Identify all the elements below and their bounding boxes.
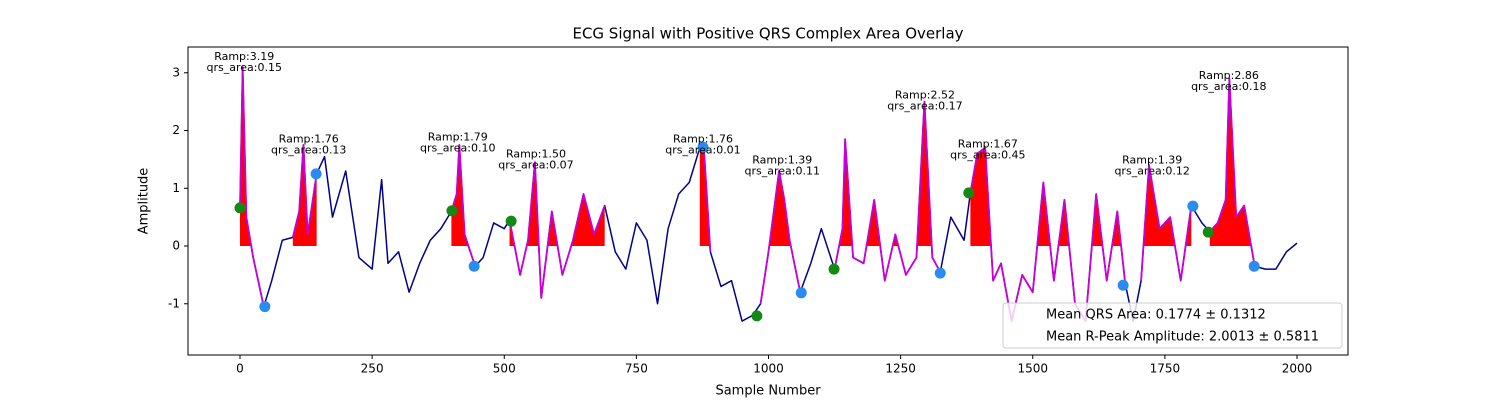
onset-dot (751, 310, 763, 322)
offset-dot (1248, 260, 1260, 272)
legend-entry: Mean R-Peak Amplitude: 2.0013 ± 0.5811 (1046, 330, 1319, 345)
qrs-line (239, 66, 265, 307)
annotation: Ramp:2.52 (895, 88, 955, 101)
onset-dot (963, 187, 975, 199)
qrs-line (291, 144, 318, 238)
x-tick-label: 750 (625, 362, 648, 376)
offset-dot (259, 301, 271, 313)
qrs-line (759, 170, 802, 304)
x-tick-label: 250 (361, 362, 384, 376)
x-tick-label: 1750 (1150, 362, 1181, 376)
x-tick-label: 1500 (1017, 362, 1048, 376)
annotation: qrs_area:0.10 (420, 142, 495, 155)
qrs-area (760, 170, 801, 247)
x-tick-label: 1250 (885, 362, 916, 376)
annotation: qrs_area:0.45 (950, 149, 1025, 162)
offset-dot (468, 260, 480, 272)
annotation: Ramp:1.76 (279, 132, 339, 145)
annotation: qrs_area:0.18 (1191, 80, 1266, 93)
offset-dot (1187, 200, 1199, 212)
qrs-line (833, 100, 942, 282)
chart-title: ECG Signal with Positive QRS Complex Are… (572, 25, 963, 43)
qrs-area (1209, 78, 1255, 247)
qrs-line (969, 146, 1127, 322)
x-tick-label: 2000 (1282, 362, 1313, 376)
y-tick-label: 1 (172, 181, 180, 195)
annotation: Ramp:1.76 (673, 132, 733, 145)
onset-dot (446, 205, 458, 217)
offset-dot (1117, 279, 1129, 291)
offset-dot (310, 168, 322, 180)
x-tick-label: 0 (236, 362, 244, 376)
annotation: qrs_area:0.07 (498, 158, 573, 171)
qrs-line (1209, 77, 1256, 267)
annotation: Ramp:3.19 (214, 50, 274, 63)
annotation: Ramp:1.39 (1122, 154, 1182, 167)
y-tick-label: -1 (168, 296, 180, 310)
qrs-line (1140, 164, 1193, 282)
plot-frame (187, 46, 1349, 356)
onset-dot (1202, 226, 1214, 238)
y-tick-label: 2 (172, 123, 180, 137)
x-tick-label: 1000 (753, 362, 784, 376)
qrs-area (1141, 165, 1192, 247)
annotation: Ramp:1.79 (428, 131, 488, 144)
annotation: Ramp:1.67 (958, 138, 1018, 151)
offset-dot (795, 287, 807, 299)
annotation: qrs_area:0.01 (665, 143, 740, 156)
onset-dot (505, 215, 517, 227)
legend-box (1002, 302, 1343, 349)
x-axis-label: Sample Number (715, 384, 821, 399)
annotation: qrs_area:0.13 (271, 143, 346, 156)
x-tick-label: 500 (493, 362, 516, 376)
qrs-area (292, 144, 317, 247)
onset-dot (828, 263, 840, 275)
y-tick-label: 0 (172, 239, 180, 253)
qrs-line (508, 161, 606, 299)
plot-area (234, 66, 1298, 322)
annotation: qrs_area:0.12 (1114, 165, 1189, 178)
annotation: qrs_area:0.11 (745, 165, 820, 178)
qrs-line (450, 144, 477, 267)
onset-dot (234, 202, 246, 214)
offset-dot (934, 267, 946, 279)
qrs-area (834, 101, 941, 247)
annotation: Ramp:1.39 (752, 154, 812, 167)
legend-entry: Mean QRS Area: 0.1774 ± 0.1312 (1046, 308, 1266, 323)
annotation: Ramp:2.86 (1199, 69, 1259, 82)
annotation: qrs_area:0.15 (206, 61, 281, 74)
qrs-area (451, 144, 476, 247)
annotation: Ramp:1.50 (506, 147, 566, 160)
y-axis-label: Amplitude (137, 168, 152, 235)
y-tick-label: 3 (172, 65, 180, 79)
offset-dot (697, 141, 709, 153)
annotation: qrs_area:0.17 (887, 99, 962, 112)
